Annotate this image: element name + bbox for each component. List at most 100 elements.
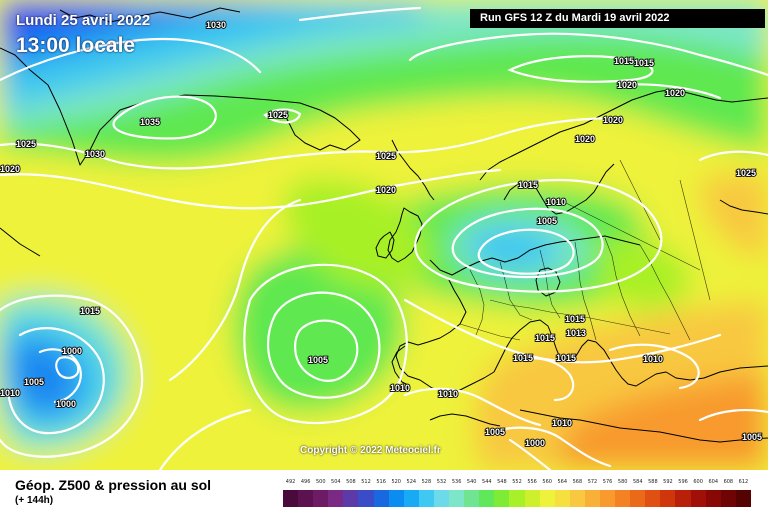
- legend-value: 568: [572, 479, 583, 485]
- legend-value: 508: [346, 479, 356, 485]
- legend-swatch: [283, 490, 299, 507]
- legend-value: 596: [678, 479, 688, 485]
- isobar-label: 1010: [643, 354, 663, 364]
- legend-swatch: [660, 490, 676, 507]
- isobar-label: 1000: [525, 438, 545, 448]
- legend-swatch: [645, 490, 661, 507]
- isobar-label: 1025: [376, 151, 396, 161]
- legend-value: 548: [497, 479, 507, 485]
- legend-swatch: [373, 490, 389, 507]
- isobar-label: 1015: [535, 333, 555, 343]
- legend-swatch: [630, 490, 646, 507]
- isobar-label: 1020: [617, 80, 637, 90]
- isobar-label: 1020: [0, 164, 20, 174]
- legend-swatch: [675, 490, 691, 507]
- isobar-label: 1020: [575, 134, 595, 144]
- isobar-label: 1005: [742, 432, 762, 442]
- legend-value: 580: [617, 479, 628, 485]
- isobar-label: 1020: [603, 115, 623, 125]
- legend-value: 540: [466, 479, 477, 485]
- legend-value: 528: [421, 479, 432, 485]
- color-scale-legend: 492 496 500 504 508 512 516 520 524 528 532 536 540 5…: [283, 479, 751, 509]
- isobar-label: 1015: [556, 353, 576, 363]
- legend-swatch: [615, 490, 631, 507]
- isobar-label: 1015: [565, 314, 585, 324]
- legend-value: 532: [436, 479, 447, 485]
- legend-value: 512: [361, 479, 371, 485]
- isobar-label: 1015: [80, 306, 100, 316]
- isobar-label: 1020: [665, 88, 685, 98]
- legend-swatch: [554, 490, 570, 507]
- isobar-label: 1025: [736, 168, 756, 178]
- model-run-banner: Run GFS 12 Z du Mardi 19 avril 2022: [470, 9, 765, 28]
- legend-value: 496: [300, 479, 311, 485]
- legend-value: 536: [451, 479, 462, 485]
- legend-swatch: [524, 490, 540, 507]
- legend-swatch: [343, 490, 359, 507]
- legend-value: 592: [663, 479, 673, 485]
- isobar-label: 1013: [566, 328, 586, 338]
- legend-color-bar: [283, 490, 751, 507]
- isobar-label: 1010: [0, 388, 20, 398]
- isobar-label: 1015: [513, 353, 533, 363]
- legend-swatch: [509, 490, 525, 507]
- legend-value: 524: [406, 479, 417, 485]
- isobar-label: 1025: [16, 139, 36, 149]
- legend-swatch: [494, 490, 510, 507]
- legend-swatch: [449, 490, 465, 507]
- legend-value: 564: [557, 479, 568, 485]
- legend-value: 516: [376, 479, 386, 485]
- isobar-label: 1035: [140, 117, 160, 127]
- legend-swatch: [539, 490, 555, 507]
- legend-value: 552: [512, 479, 522, 485]
- isobar-label: 1010: [552, 418, 572, 428]
- isobar-label: 1015: [518, 180, 538, 190]
- legend-swatch: [569, 490, 585, 507]
- isobar-label: 1015: [634, 58, 654, 68]
- legend-swatch: [358, 490, 374, 507]
- isobar-label: 1005: [308, 355, 328, 365]
- copyright-notice: Copyright © 2022 Meteociel.fr: [300, 445, 441, 456]
- isobars: [0, 6, 768, 470]
- isobar-label: 1005: [485, 427, 505, 437]
- isobar-label: 1010: [390, 383, 410, 393]
- coastlines: [0, 7, 768, 443]
- legend-value: 520: [391, 479, 401, 485]
- legend-swatch: [735, 490, 751, 507]
- legend-value: 556: [527, 479, 537, 485]
- legend-value-labels: 492 496 500 504 508 512 516 520 524 528 532 536 540 5…: [283, 479, 751, 489]
- isobar-label: 1000: [56, 399, 76, 409]
- isobar-label: 1030: [206, 20, 226, 30]
- legend-value: 584: [632, 479, 643, 485]
- legend-value: 576: [602, 479, 613, 485]
- legend-value: 608: [723, 479, 734, 485]
- legend-value: 500: [315, 479, 326, 485]
- borders: [459, 159, 711, 341]
- legend-value: 544: [482, 479, 492, 485]
- forecast-lead-time: (+ 144h): [15, 495, 54, 506]
- legend-swatch: [418, 490, 434, 507]
- legend-value: 492: [285, 479, 296, 485]
- legend-swatch: [705, 490, 721, 507]
- legend-swatch: [599, 490, 616, 507]
- legend-swatch: [298, 490, 314, 507]
- legend-swatch: [313, 490, 329, 507]
- legend-swatch: [720, 490, 736, 507]
- isobar-label: 1000: [62, 346, 82, 356]
- isobar-label: 1015: [614, 56, 634, 66]
- isobar-label: 1020: [376, 185, 396, 195]
- legend-value: 588: [648, 479, 658, 485]
- isobar-label: 1030: [85, 149, 105, 159]
- isobar-label: 1010: [438, 389, 458, 399]
- legend-swatch: [328, 490, 344, 507]
- legend-swatch: [388, 490, 404, 507]
- legend-value: 504: [331, 479, 341, 485]
- legend-value: 600: [693, 479, 703, 485]
- legend-value: 560: [542, 479, 552, 485]
- legend-swatch: [464, 490, 480, 507]
- isobar-label: 1025: [268, 110, 288, 120]
- isobar-label: 1005: [537, 216, 557, 226]
